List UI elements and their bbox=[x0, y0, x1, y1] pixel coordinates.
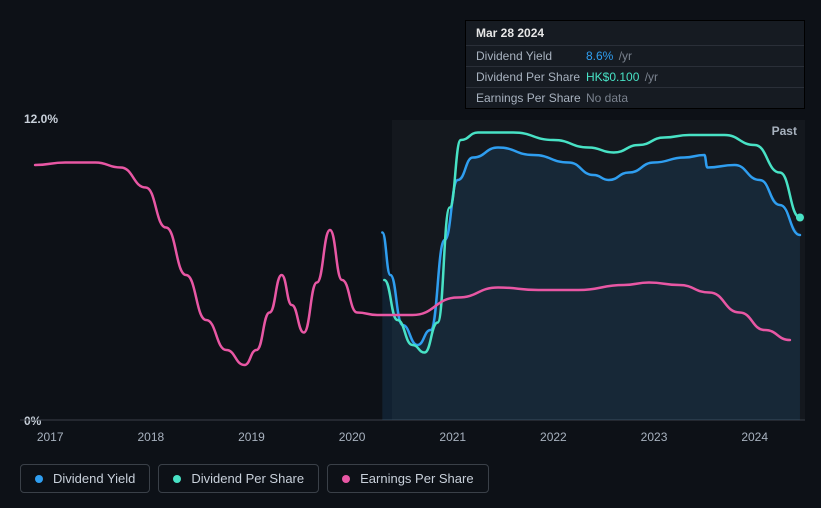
legend-item[interactable]: Earnings Per Share bbox=[327, 464, 488, 493]
legend-label: Dividend Per Share bbox=[191, 471, 304, 486]
x-axis: 2017 2018 2019 2020 2021 2022 2023 2024 bbox=[20, 430, 805, 450]
tooltip-row: Earnings Per ShareNo data bbox=[466, 88, 804, 108]
x-tick: 2018 bbox=[137, 430, 164, 444]
tooltip-row-label: Dividend Per Share bbox=[476, 70, 586, 84]
tooltip-row-label: Earnings Per Share bbox=[476, 91, 586, 105]
legend-item[interactable]: Dividend Yield bbox=[20, 464, 150, 493]
legend-swatch bbox=[342, 475, 350, 483]
tooltip-row-value: 8.6% /yr bbox=[586, 49, 632, 63]
chart-container: Mar 28 2024 Dividend Yield8.6% /yrDivide… bbox=[0, 0, 821, 460]
tooltip-row-label: Dividend Yield bbox=[476, 49, 586, 63]
x-tick: 2020 bbox=[339, 430, 366, 444]
x-tick: 2023 bbox=[641, 430, 668, 444]
legend-label: Earnings Per Share bbox=[360, 471, 473, 486]
chart-svg bbox=[20, 120, 805, 420]
x-tick: 2017 bbox=[37, 430, 64, 444]
plot-area: Past 12.0% 0% bbox=[20, 120, 805, 420]
legend: Dividend Yield Dividend Per Share Earnings… bbox=[20, 464, 489, 493]
tooltip-row: Dividend Yield8.6% /yr bbox=[466, 46, 804, 67]
tooltip-panel: Mar 28 2024 Dividend Yield8.6% /yrDivide… bbox=[465, 20, 805, 109]
x-tick: 2021 bbox=[439, 430, 466, 444]
legend-label: Dividend Yield bbox=[53, 471, 135, 486]
legend-swatch bbox=[35, 475, 43, 483]
x-tick: 2022 bbox=[540, 430, 567, 444]
x-tick: 2024 bbox=[741, 430, 768, 444]
tooltip-row: Dividend Per ShareHK$0.100 /yr bbox=[466, 67, 804, 88]
tooltip-date: Mar 28 2024 bbox=[466, 21, 804, 46]
legend-item[interactable]: Dividend Per Share bbox=[158, 464, 319, 493]
x-tick: 2019 bbox=[238, 430, 265, 444]
legend-swatch bbox=[173, 475, 181, 483]
tooltip-row-value: No data bbox=[586, 91, 628, 105]
tooltip-row-value: HK$0.100 /yr bbox=[586, 70, 658, 84]
